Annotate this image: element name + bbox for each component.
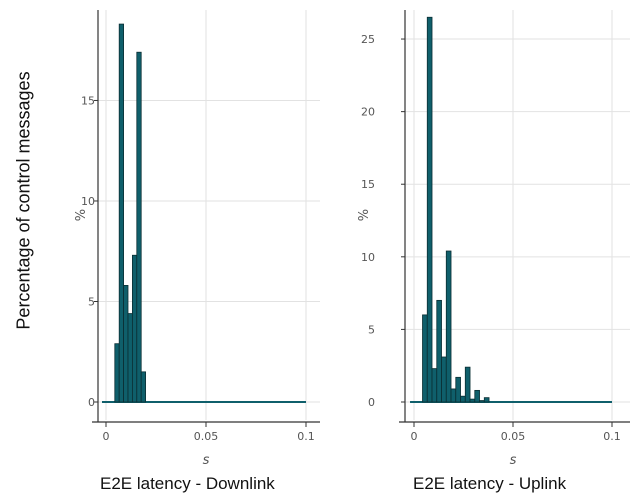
chart-downlink: 0 5 10 15 0 0.05 0.1 s% bbox=[74, 10, 320, 468]
histogram-bar bbox=[118, 23, 124, 403]
figure-y-axis-title: Percentage of control messages bbox=[13, 70, 34, 330]
histogram-bar bbox=[450, 388, 457, 403]
y-tick-label: 15 bbox=[361, 178, 375, 191]
x-tick-label: 0.05 bbox=[194, 430, 219, 443]
histogram-bar bbox=[464, 366, 471, 403]
histogram-bar bbox=[479, 400, 485, 403]
histogram-bar bbox=[426, 16, 433, 403]
histogram-bar bbox=[460, 395, 466, 403]
y-axis-title: % bbox=[74, 209, 89, 221]
histogram-bar bbox=[422, 314, 428, 403]
histogram-bar bbox=[483, 397, 490, 403]
x-tick-label: 0.05 bbox=[501, 430, 526, 443]
histogram-bar bbox=[436, 299, 442, 403]
y-tick-label: 0 bbox=[368, 396, 375, 409]
x-tick-label: 0 bbox=[411, 430, 418, 443]
x-tick-label: 0 bbox=[103, 430, 110, 443]
chart-uplink: 0 5 10 15 20 25 0 0.05 0.1 s% bbox=[357, 10, 630, 468]
x-axis-title: s bbox=[203, 453, 210, 468]
histogram-bar bbox=[455, 376, 461, 403]
histogram-bar bbox=[469, 398, 476, 403]
histogram-bar bbox=[123, 285, 129, 403]
y-tick-label: 10 bbox=[361, 251, 375, 264]
x-tick-label: 0.1 bbox=[297, 430, 315, 443]
histogram-bar bbox=[140, 371, 146, 403]
histogram-bar bbox=[127, 313, 133, 403]
histogram-bar bbox=[445, 250, 452, 403]
y-tick-label: 15 bbox=[81, 94, 95, 107]
histogram-bar bbox=[431, 368, 438, 403]
y-tick-label: 0 bbox=[88, 396, 95, 409]
figure-y-axis-title-wrapper: Percentage of control messages bbox=[10, 20, 38, 380]
histogram-bar bbox=[136, 51, 142, 403]
y-axis-title: % bbox=[357, 209, 372, 221]
histogram-bar bbox=[114, 343, 120, 403]
x-axis-title: s bbox=[510, 453, 517, 468]
y-tick-label: 10 bbox=[81, 195, 95, 208]
y-tick-label: 5 bbox=[88, 295, 95, 308]
histogram-bar bbox=[441, 356, 447, 403]
x-tick-label: 0.1 bbox=[603, 430, 621, 443]
y-tick-label: 5 bbox=[368, 323, 375, 336]
y-tick-label: 25 bbox=[361, 33, 375, 46]
histogram-bar bbox=[474, 389, 480, 403]
y-tick-label: 20 bbox=[361, 106, 375, 119]
caption-downlink: E2E latency - Downlink bbox=[100, 474, 275, 493]
histogram-bar bbox=[131, 254, 138, 403]
caption-uplink: E2E latency - Uplink bbox=[413, 474, 567, 493]
